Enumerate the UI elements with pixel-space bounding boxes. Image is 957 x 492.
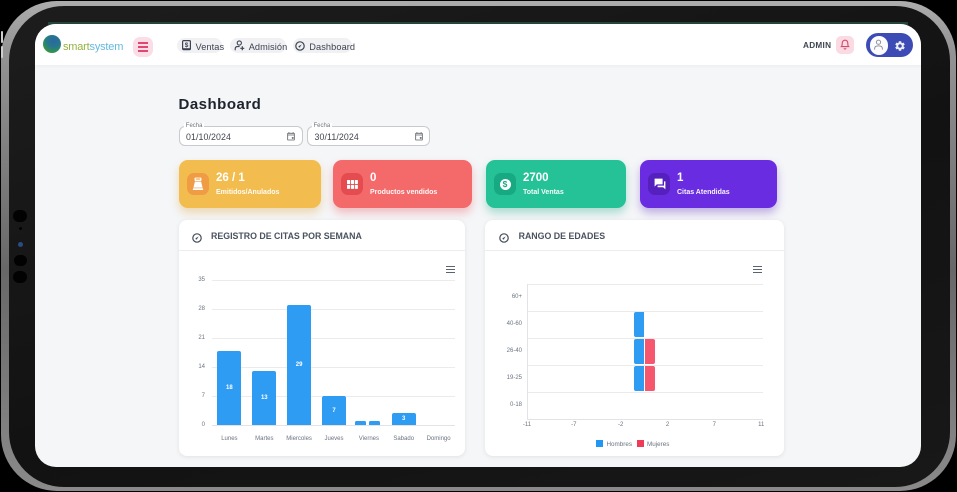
svg-text:$: $ <box>184 42 188 49</box>
